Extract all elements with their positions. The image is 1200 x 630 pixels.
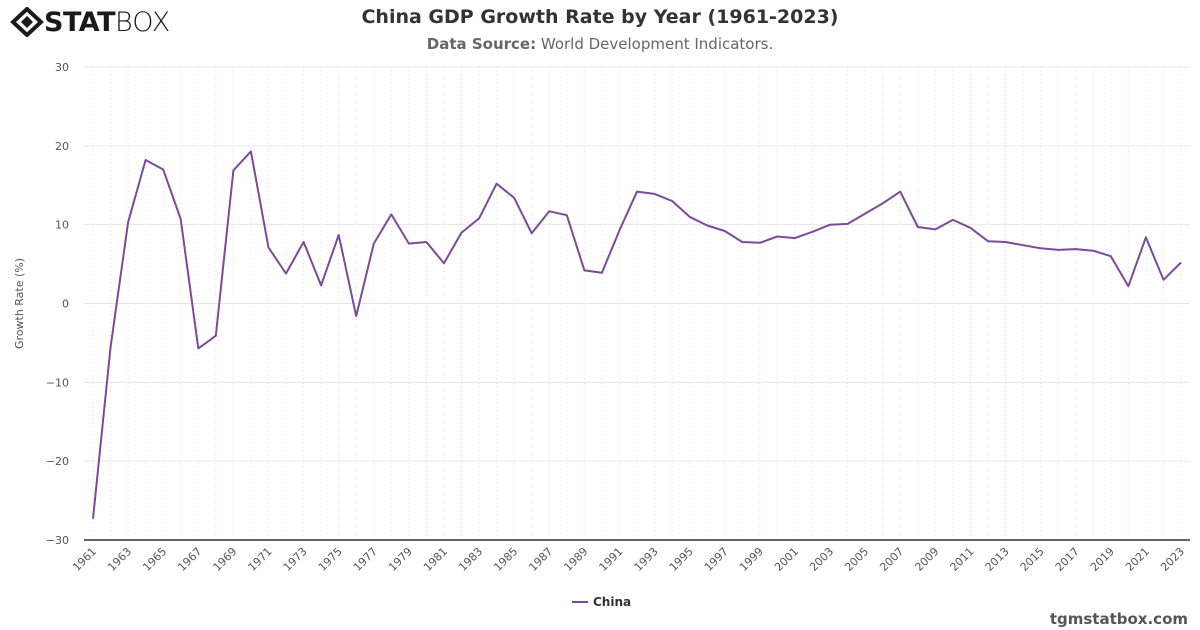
x-tick-label: 1961	[70, 545, 99, 574]
y-tick-label: −30	[46, 534, 69, 547]
x-tick-label: 1963	[105, 545, 134, 574]
x-tick-label: 1977	[351, 545, 380, 574]
x-tick-label: 1971	[246, 545, 275, 574]
x-tick-label: 2009	[912, 545, 941, 574]
statbox-logo: STAT BOX	[10, 6, 170, 38]
x-tick-label: 2023	[1158, 545, 1187, 574]
diamond-logo-icon	[10, 7, 44, 37]
x-tick-label: 2003	[807, 545, 836, 574]
y-tick-label: −20	[46, 455, 69, 468]
x-tick-label: 1965	[140, 545, 169, 574]
y-tick-label: −10	[46, 376, 69, 389]
x-tick-label: 1999	[737, 545, 766, 574]
x-tick-label: 2017	[1053, 545, 1082, 574]
x-tick-label: 1993	[632, 545, 661, 574]
legend-label: China	[593, 595, 632, 609]
x-tick-label: 2019	[1088, 545, 1117, 574]
x-tick-label: 2015	[1018, 545, 1047, 574]
subtitle-text: World Development Indicators.	[536, 35, 774, 53]
x-tick-label: 2005	[842, 545, 871, 574]
x-tick-label: 1967	[175, 545, 204, 574]
subtitle-label: Data Source:	[426, 35, 537, 53]
y-tick-label: 0	[62, 298, 69, 311]
legend-item-china[interactable]: China	[572, 595, 631, 609]
x-tick-label: 1983	[456, 545, 485, 574]
x-tick-label: 1969	[211, 545, 240, 574]
x-tick-label: 1975	[316, 545, 345, 574]
logo-text-bold: STAT	[44, 6, 115, 38]
x-tick-label: 1995	[667, 545, 696, 574]
logo-text-light: BOX	[114, 6, 171, 38]
x-tick-label: 1989	[561, 545, 590, 574]
x-tick-label: 1973	[281, 545, 310, 574]
x-tick-label: 1987	[526, 545, 555, 574]
y-tick-label: 10	[55, 219, 69, 232]
site-credit: tgmstatbox.com	[1049, 610, 1188, 628]
series-line-china	[92, 150, 1182, 519]
x-tick-label: 1997	[702, 545, 731, 574]
y-axis-label: Growth Rate (%)	[13, 258, 26, 349]
legend-swatch	[572, 601, 588, 603]
x-tick-label: 2001	[772, 545, 801, 574]
y-tick-label: 20	[55, 140, 69, 153]
x-tick-label: 2007	[877, 545, 906, 574]
chart-subtitle: Data Source: World Development Indicator…	[0, 35, 1200, 53]
x-tick-label: 2021	[1123, 545, 1152, 574]
x-tick-label: 1979	[386, 545, 415, 574]
x-tick-label: 2013	[983, 545, 1012, 574]
chart-title: China GDP Growth Rate by Year (1961-2023…	[361, 6, 839, 28]
x-tick-label: 1985	[491, 545, 520, 574]
x-tick-label: 1991	[597, 545, 626, 574]
x-tick-label: 1981	[421, 545, 450, 574]
x-tick-label: 2011	[948, 545, 977, 574]
y-tick-label: 30	[55, 61, 69, 74]
